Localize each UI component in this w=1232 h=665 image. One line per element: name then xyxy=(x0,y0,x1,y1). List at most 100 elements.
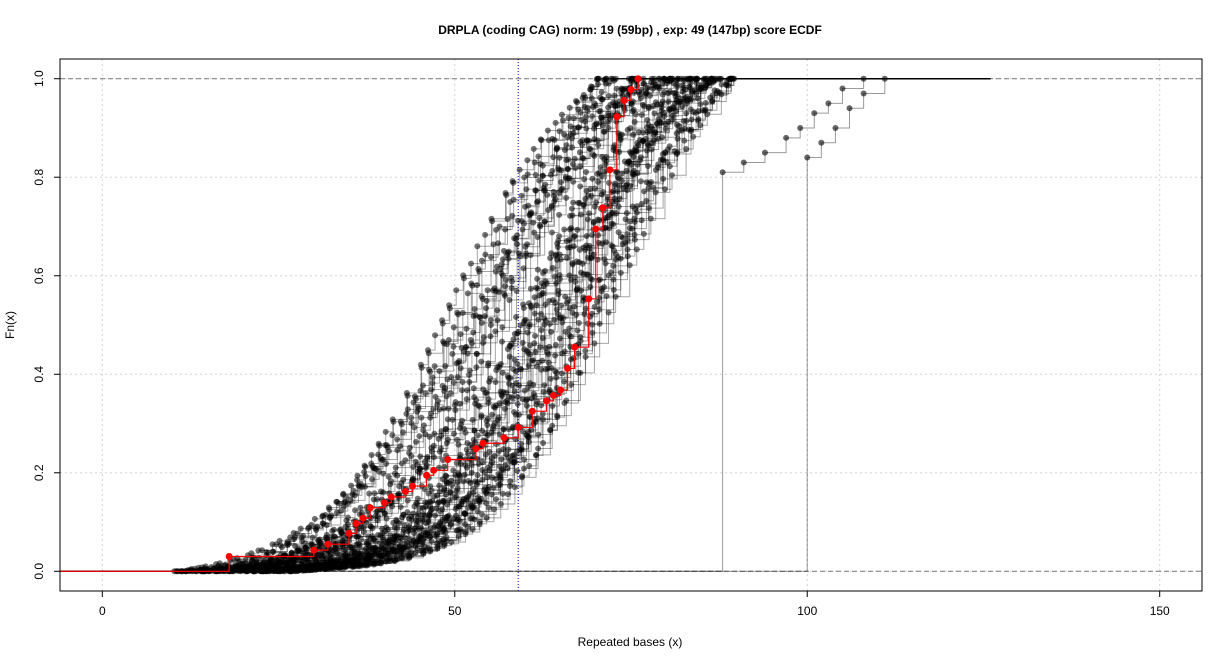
background-series-point xyxy=(566,325,573,332)
background-series-point xyxy=(419,382,426,389)
background-series-point xyxy=(589,175,596,182)
background-series-point xyxy=(499,369,506,376)
background-series-point xyxy=(408,420,415,427)
highlight-series-point xyxy=(352,520,360,528)
background-series-point xyxy=(573,258,580,265)
background-series-point xyxy=(195,564,202,571)
background-series-point xyxy=(506,353,513,360)
background-series-point xyxy=(478,414,485,421)
background-series-point xyxy=(374,531,381,538)
background-series-point xyxy=(443,480,450,487)
highlight-series-point xyxy=(472,445,480,453)
background-series-point xyxy=(501,405,508,412)
background-series-point xyxy=(330,526,337,533)
background-series-point xyxy=(533,302,540,309)
background-series-point xyxy=(527,252,534,259)
background-series-point xyxy=(478,293,485,300)
background-series-point xyxy=(704,111,711,118)
background-series-point xyxy=(597,108,604,115)
background-series-point xyxy=(600,114,607,121)
background-series-point xyxy=(645,142,652,149)
background-series-point xyxy=(431,430,438,437)
background-series-point xyxy=(454,309,461,316)
background-series-point xyxy=(456,503,463,510)
background-series-point xyxy=(662,149,669,156)
background-series-point xyxy=(387,532,394,539)
background-series-point xyxy=(188,566,195,573)
background-series-point xyxy=(375,440,382,447)
background-series-point xyxy=(479,427,486,434)
background-series-point xyxy=(535,359,542,366)
background-series-point xyxy=(487,317,494,324)
background-series-point xyxy=(509,178,516,185)
background-series-point xyxy=(542,301,549,308)
background-series-point xyxy=(355,540,362,547)
background-series-point xyxy=(718,81,725,88)
background-series-point xyxy=(505,491,512,498)
background-series-point xyxy=(613,118,620,125)
background-series-point xyxy=(561,226,568,233)
background-series-point xyxy=(522,243,529,250)
background-series-point xyxy=(500,446,507,453)
background-series-point xyxy=(408,453,415,460)
background-series-point xyxy=(348,544,355,551)
background-series-point xyxy=(526,462,533,469)
background-series-point xyxy=(532,187,539,194)
background-series-point xyxy=(435,435,442,442)
background-series-point xyxy=(583,233,590,240)
background-series-point xyxy=(659,134,666,141)
background-series-point xyxy=(610,262,617,269)
background-series-point xyxy=(395,494,402,501)
background-series-point xyxy=(570,243,577,250)
background-series-point xyxy=(562,293,569,300)
background-series-point xyxy=(422,390,429,397)
background-series-point xyxy=(567,123,574,130)
background-series-point xyxy=(568,381,575,388)
background-series-point xyxy=(514,360,521,367)
background-series-point xyxy=(357,504,364,511)
background-series-point xyxy=(645,185,652,192)
background-series-point xyxy=(380,489,387,496)
background-series-point xyxy=(510,366,517,373)
background-series-point xyxy=(624,187,631,194)
background-series-point xyxy=(568,205,575,212)
background-series-point xyxy=(627,182,634,189)
background-series-point xyxy=(308,521,315,528)
background-series-point xyxy=(630,149,637,156)
background-series-point xyxy=(366,561,373,568)
background-series-point xyxy=(640,230,647,237)
background-series-point xyxy=(631,171,638,178)
background-series-point xyxy=(499,466,506,473)
background-series-point xyxy=(440,405,447,412)
background-series-point xyxy=(664,77,671,84)
background-series-point xyxy=(579,94,586,101)
background-series-point xyxy=(468,340,475,347)
background-series-point xyxy=(463,396,470,403)
background-series-point xyxy=(502,462,509,469)
background-series-point xyxy=(347,497,354,504)
background-series-point xyxy=(574,99,581,106)
background-series-point xyxy=(569,161,576,168)
background-series-point xyxy=(578,269,585,276)
background-series-point xyxy=(483,514,490,521)
background-series-point xyxy=(536,214,543,221)
background-series-point xyxy=(455,533,462,540)
background-series-point xyxy=(550,188,557,195)
background-series-point xyxy=(614,188,621,195)
background-series-point xyxy=(575,106,582,113)
background-series-point xyxy=(643,179,650,186)
background-series-point xyxy=(669,75,676,82)
background-series-point xyxy=(202,563,209,570)
background-series-point xyxy=(492,328,499,335)
background-series-point xyxy=(464,290,471,297)
background-series-point xyxy=(426,366,433,373)
background-series-point xyxy=(633,246,640,253)
background-series-point xyxy=(478,257,485,264)
background-series-point xyxy=(718,75,725,82)
x-tick-label: 0 xyxy=(99,604,106,618)
background-series-point xyxy=(450,430,457,437)
background-series-point xyxy=(471,427,478,434)
background-series-point xyxy=(408,552,415,559)
background-series-point xyxy=(332,533,339,540)
background-series-point xyxy=(652,189,659,196)
